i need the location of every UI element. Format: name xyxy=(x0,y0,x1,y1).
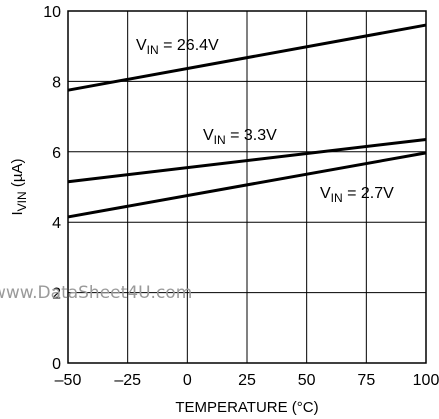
x-axis-title: TEMPERATURE (°C) xyxy=(175,399,318,416)
x-tick-label: 25 xyxy=(238,372,256,389)
series-line-1 xyxy=(67,23,427,92)
series-labels: VIN = 26.4V VIN = 3.3V VIN = 2.7V xyxy=(136,37,394,205)
series-lines xyxy=(67,23,427,219)
x-tick-label: 0 xyxy=(183,372,192,389)
series-label-2: VIN = 3.3V xyxy=(203,127,277,147)
y-tick-label: 6 xyxy=(52,145,61,162)
y-tick-label: 8 xyxy=(52,74,61,91)
x-tick-label: –25 xyxy=(114,372,141,389)
y-tick-label: 0 xyxy=(52,356,61,373)
grid xyxy=(67,10,427,364)
x-tick-label: 75 xyxy=(357,372,375,389)
y-tick-label: 4 xyxy=(52,215,61,232)
series-line-3 xyxy=(67,151,427,219)
tick-labels: –50 –25 0 25 50 75 100 0 2 4 6 8 10 xyxy=(43,4,439,389)
series-label-3: VIN = 2.7V xyxy=(320,185,394,205)
x-tick-label: 100 xyxy=(413,372,439,389)
plot-frame xyxy=(67,10,427,364)
x-tick-label: –50 xyxy=(55,372,82,389)
y-tick-label: 10 xyxy=(43,4,61,21)
y-tick-label: 2 xyxy=(52,286,61,303)
series-label-1: VIN = 26.4V xyxy=(136,37,219,57)
y-axis-title: IVIN (µA) xyxy=(9,159,29,216)
watermark: www.DataSheet4U.com xyxy=(0,283,192,303)
series-line-2 xyxy=(67,137,427,184)
x-tick-label: 50 xyxy=(298,372,316,389)
